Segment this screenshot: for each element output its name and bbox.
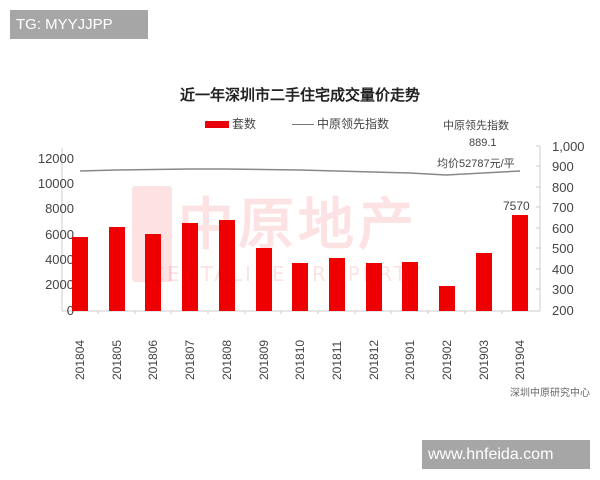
chart-title: 近一年深圳市二手住宅成交量价走势 bbox=[179, 86, 420, 104]
x-tick-label: 201804 bbox=[73, 339, 87, 380]
bar-201902 bbox=[439, 286, 455, 311]
x-tick-label: 201809 bbox=[256, 339, 271, 380]
annotation-index-label: 中原领先指数 bbox=[443, 120, 509, 132]
bar-201808 bbox=[218, 220, 235, 311]
legend-line-label: 中原领先指数 bbox=[317, 117, 390, 131]
bar-201805 bbox=[108, 226, 125, 311]
y-left-tick: 12000 bbox=[37, 151, 74, 166]
y-right-tick: 200 bbox=[552, 303, 574, 318]
annotation-index-value: 889.1 bbox=[469, 137, 497, 149]
x-tick-label: 201810 bbox=[293, 339, 308, 380]
annotation-last-bar-value: 7570 bbox=[503, 199, 530, 213]
y-right-tick: 400 bbox=[552, 262, 574, 277]
legend-item-bars: 套数 bbox=[205, 115, 256, 132]
bar-201804 bbox=[72, 236, 88, 311]
bar-201903 bbox=[475, 253, 492, 311]
x-tick-label: 201901 bbox=[403, 339, 418, 380]
y-right-tick: 600 bbox=[552, 221, 574, 236]
x-tick-label: 201903 bbox=[476, 339, 491, 380]
y-right-tick: 900 bbox=[552, 159, 574, 174]
y-right-tick: 300 bbox=[552, 282, 574, 297]
index-line bbox=[79, 168, 521, 176]
x-tick-label: 201807 bbox=[183, 339, 198, 380]
y-right-tick: 1,000 bbox=[552, 139, 585, 154]
y-right-tick: 800 bbox=[552, 180, 574, 195]
watermark-logo-cn: 中原地产 bbox=[178, 193, 418, 258]
x-tick-label: 201904 bbox=[513, 339, 528, 380]
y-left-tick: 8000 bbox=[45, 201, 74, 216]
x-tick-label: 201808 bbox=[219, 339, 234, 380]
source-label: 深圳中原研究中心 bbox=[510, 388, 590, 399]
annotation-avg-price: 均价52787元/平 bbox=[437, 158, 515, 170]
x-tick-label: 201812 bbox=[366, 339, 381, 380]
legend-bar-swatch bbox=[205, 121, 229, 128]
bar-201810 bbox=[292, 262, 309, 311]
x-tick-label: 201806 bbox=[146, 339, 161, 380]
y-left-tick: 10000 bbox=[37, 176, 74, 191]
x-tick-label: 201805 bbox=[109, 339, 124, 380]
x-tick-label: 201902 bbox=[440, 339, 454, 380]
bar-201901 bbox=[402, 261, 419, 311]
y-left-tick: 2000 bbox=[45, 277, 74, 292]
bar-201811 bbox=[328, 258, 345, 311]
watermark-tag-top: TG: MYYJJPP bbox=[10, 10, 148, 39]
y-left-tick: 0 bbox=[66, 303, 74, 318]
y-right-tick: 500 bbox=[552, 241, 574, 256]
y-left-tick: 4000 bbox=[45, 252, 74, 267]
bar-201812 bbox=[365, 262, 382, 311]
bar-201806 bbox=[145, 234, 162, 311]
bar-201904 bbox=[512, 215, 529, 311]
legend-line-swatch bbox=[292, 124, 314, 125]
x-tick-label: 201811 bbox=[329, 340, 344, 380]
y-left-tick: 6000 bbox=[45, 227, 74, 242]
legend-bar-label: 套数 bbox=[232, 117, 257, 131]
y-right-tick: 700 bbox=[552, 200, 574, 215]
bar-201809 bbox=[255, 248, 272, 311]
watermark-tag-bottom: www.hnfeida.com bbox=[422, 440, 590, 469]
bar-201807 bbox=[182, 222, 199, 311]
legend-item-line: 中原领先指数 bbox=[292, 115, 389, 132]
